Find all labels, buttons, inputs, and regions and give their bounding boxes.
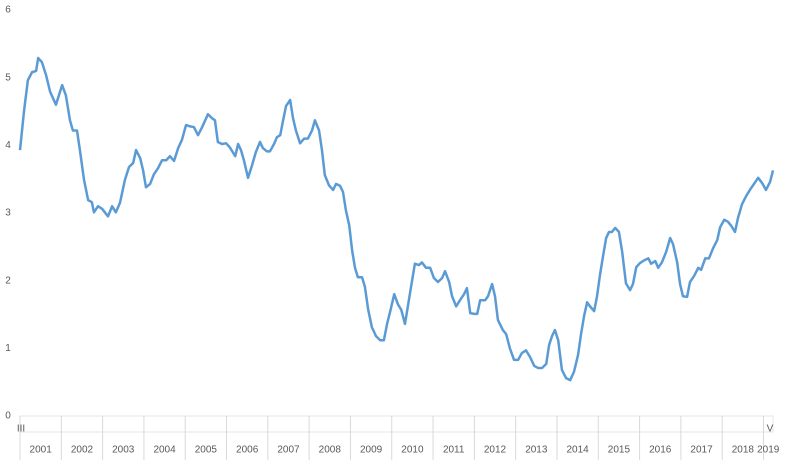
x-tick-label: 2004 [153,445,176,456]
x-tick-label: 2007 [277,445,300,456]
x-tick-label: 2015 [608,445,631,456]
x-tick-label: 2017 [690,445,713,456]
x-tick-label: 2014 [566,445,589,456]
x-tick-label: 2016 [649,445,672,456]
x-tick-label: 2013 [525,445,548,456]
x-tick-label: 2005 [195,445,218,456]
x-tick-label: 2003 [112,445,135,456]
y-tick-label: 1 [5,343,11,354]
x-tick-label: 2012 [484,445,507,456]
x-tick-label: 2006 [236,445,259,456]
x-edge-label: V [767,424,774,435]
x-tick-label: 2011 [443,445,465,456]
y-tick-label: 4 [5,140,11,151]
x-tick-label: 2010 [401,445,424,456]
y-tick-label: 3 [5,208,11,219]
y-tick-label: 0 [5,411,11,422]
y-tick-label: 6 [5,5,11,16]
x-tick-label: 2019 [757,445,780,456]
x-tick-label: 2009 [360,445,383,456]
x-minor-band [19,415,774,433]
x-tick-label: 2002 [71,445,94,456]
x-tick-label: 2008 [319,445,342,456]
x-tick-label: 2001 [30,445,53,456]
x-tick-label: 2018 [732,445,755,456]
y-tick-label: 5 [5,72,11,83]
series-line [18,56,775,382]
x-edge-label: III [17,424,25,435]
y-tick-label: 2 [5,275,11,286]
